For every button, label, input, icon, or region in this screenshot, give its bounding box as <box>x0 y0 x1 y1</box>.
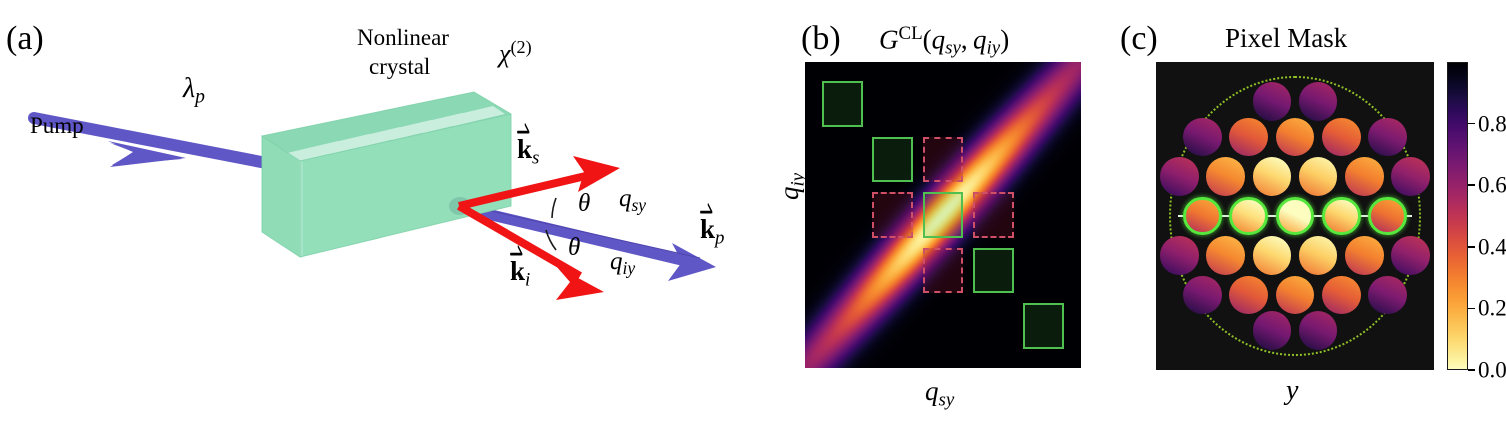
pixel-circle-selected[interactable] <box>1368 196 1407 236</box>
pixel-circle[interactable] <box>1159 236 1199 275</box>
signal-momentum-arrow <box>458 156 620 210</box>
pixel-circle[interactable] <box>1159 157 1199 196</box>
colorbar-tick-mark <box>1468 246 1475 248</box>
crystal-label-line1: Nonlinear <box>357 25 449 50</box>
pixel-circle-selected[interactable] <box>1321 196 1361 236</box>
colorbar-tick-label: 0.2 <box>1478 295 1506 321</box>
gcl-heatmap[interactable] <box>805 62 1081 368</box>
gcl-rejected-roi-box[interactable] <box>922 136 964 182</box>
panel-c-pixel-mask <box>1156 62 1434 370</box>
theta-lower-label: θ <box>568 234 581 261</box>
panel-b-xlabel: qsy <box>925 376 955 411</box>
theta-angle-arcs <box>545 197 557 251</box>
pixel-circle-selected[interactable] <box>1275 196 1315 236</box>
panel-a-experimental-setup: (a) Pump λp Nonlinear crystal χ(2) ks <box>6 20 724 300</box>
pump-wavelength-label: λp <box>183 73 205 108</box>
panel-b-title: GCL(qsy, qiy) <box>879 23 1010 59</box>
q-idler-label: qiy <box>610 248 636 278</box>
idler-momentum-arrow <box>456 202 604 300</box>
colorbar-tick-label: 0.4 <box>1478 234 1506 260</box>
pixel-circle[interactable] <box>1183 275 1222 315</box>
pixel-circle[interactable] <box>1275 275 1315 315</box>
pixel-mask-plot[interactable] <box>1156 62 1434 370</box>
pixel-circle[interactable] <box>1391 157 1431 196</box>
pixel-circle[interactable] <box>1298 157 1338 196</box>
pixel-circle[interactable] <box>1368 117 1407 157</box>
theta-upper-label: θ <box>578 190 591 217</box>
colorbar-tick-mark <box>1468 184 1475 186</box>
panel-c-label: (c) <box>1120 20 1158 57</box>
gcl-rejected-roi-box[interactable] <box>922 248 964 294</box>
pixel-circle[interactable] <box>1391 236 1431 275</box>
panel-c-title: Pixel Mask <box>1225 23 1348 53</box>
pixel-circle[interactable] <box>1345 157 1384 196</box>
pixel-circle[interactable] <box>1206 157 1245 196</box>
pixel-circle[interactable] <box>1252 311 1292 350</box>
aperture-outline-icon <box>1168 75 1422 357</box>
panel-b-ylabel: qiy <box>774 172 809 200</box>
pixel-circle[interactable] <box>1298 311 1338 350</box>
colorbar-tick-label: 0.8 <box>1478 111 1506 137</box>
colorbar-tick-label: 0.6 <box>1478 172 1506 198</box>
nonlinear-crystal <box>260 91 512 258</box>
pump-label: Pump <box>30 113 84 138</box>
gcl-heatmap-canvas <box>805 62 1081 368</box>
pixel-circle[interactable] <box>1298 82 1338 121</box>
gcl-selected-roi-box[interactable] <box>922 192 964 238</box>
pixel-circle[interactable] <box>1252 236 1292 275</box>
pixel-circle[interactable] <box>1183 117 1222 157</box>
panel-b-correlation-map <box>805 62 1081 368</box>
crystal-poling-stripes <box>287 106 505 161</box>
pixel-circle[interactable] <box>1321 275 1361 315</box>
pump-beam-outgoing <box>456 202 716 281</box>
pixel-circle[interactable] <box>1298 236 1338 275</box>
setup-schematic <box>28 91 716 300</box>
colorbar-tick-mark <box>1468 307 1475 310</box>
panel-c-xlabel: y <box>1286 375 1299 406</box>
q-signal-label: qsy <box>619 185 647 215</box>
colorbar-group: 0.8 0.6 0.4 0.2 0.0 <box>1447 62 1506 382</box>
gcl-selected-roi-box[interactable] <box>1022 303 1064 349</box>
colorbar-tick-mark <box>1468 369 1475 371</box>
chi-nonlinearity-label: χ(2) <box>499 37 532 69</box>
pixel-circle-selected[interactable] <box>1183 196 1222 236</box>
pixel-circle[interactable] <box>1252 157 1292 196</box>
pixel-circle[interactable] <box>1345 236 1384 275</box>
gcl-selected-roi-box[interactable] <box>872 136 914 182</box>
k-idler-label: ki <box>510 245 530 290</box>
k-signal-label: ks <box>517 123 539 168</box>
pixel-circle[interactable] <box>1229 275 1269 315</box>
gcl-rejected-roi-box[interactable] <box>872 192 914 238</box>
pixel-circle[interactable] <box>1206 236 1245 275</box>
panel-a-label: (a) <box>6 20 44 57</box>
pixel-circle[interactable] <box>1321 117 1361 157</box>
pixel-circle[interactable] <box>1275 117 1315 157</box>
colorbar-tick-mark <box>1468 122 1475 125</box>
gcl-selected-roi-box[interactable] <box>822 81 864 127</box>
pixel-circle[interactable] <box>1229 117 1269 157</box>
colorbar-tick-label: 0.0 <box>1478 357 1506 383</box>
gcl-selected-roi-box[interactable] <box>972 248 1014 294</box>
colorbar-gradient <box>1447 62 1468 370</box>
k-pump-label: kp <box>700 203 724 248</box>
pixel-circle-selected[interactable] <box>1229 196 1269 236</box>
pixel-circle[interactable] <box>1252 82 1292 121</box>
panel-b-label: (b) <box>801 20 841 57</box>
pump-beam-incoming <box>28 112 288 172</box>
crystal-label-line2: crystal <box>369 54 431 79</box>
pixel-circle[interactable] <box>1368 275 1407 315</box>
gcl-rejected-roi-box[interactable] <box>972 192 1014 238</box>
